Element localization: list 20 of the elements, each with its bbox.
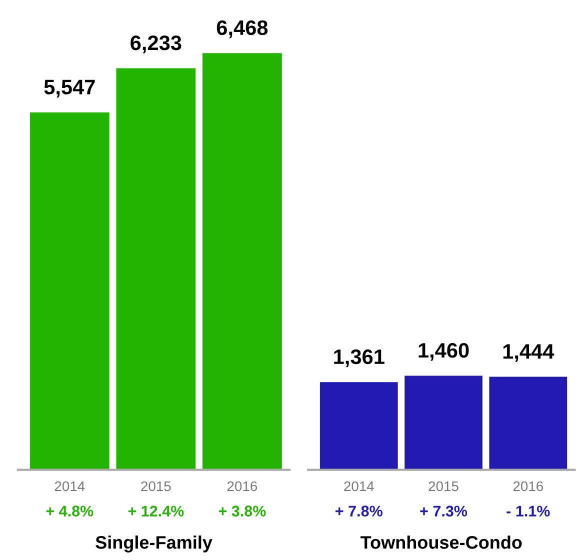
data-label: 1,444: [503, 344, 554, 362]
x-tick-label: 2015: [428, 481, 458, 492]
text: + 12.4%: [128, 506, 184, 516]
data-label: 5,547: [44, 80, 95, 98]
x-tick-label: 2014: [344, 481, 374, 492]
x-axis-title: Townhouse-Condo: [360, 536, 522, 549]
text: + 3.8%: [218, 506, 266, 517]
data-label: 6,468: [216, 20, 268, 38]
data-label: 1,460: [418, 343, 469, 361]
x-tick-label: 2014: [54, 481, 85, 492]
text: + 4.8%: [46, 506, 94, 516]
text: + 7.8%: [336, 506, 382, 516]
x-tick-label: 2016: [227, 481, 258, 492]
text: - 1.1%: [506, 506, 550, 516]
text: + 7.3%: [420, 506, 468, 517]
x-tick-label: 2015: [141, 481, 171, 492]
x-tick-label: 2016: [513, 481, 543, 492]
data-label: 1,361: [334, 349, 384, 368]
x-axis-title: Single-Family: [96, 536, 212, 552]
data-label: 6,233: [130, 35, 182, 54]
